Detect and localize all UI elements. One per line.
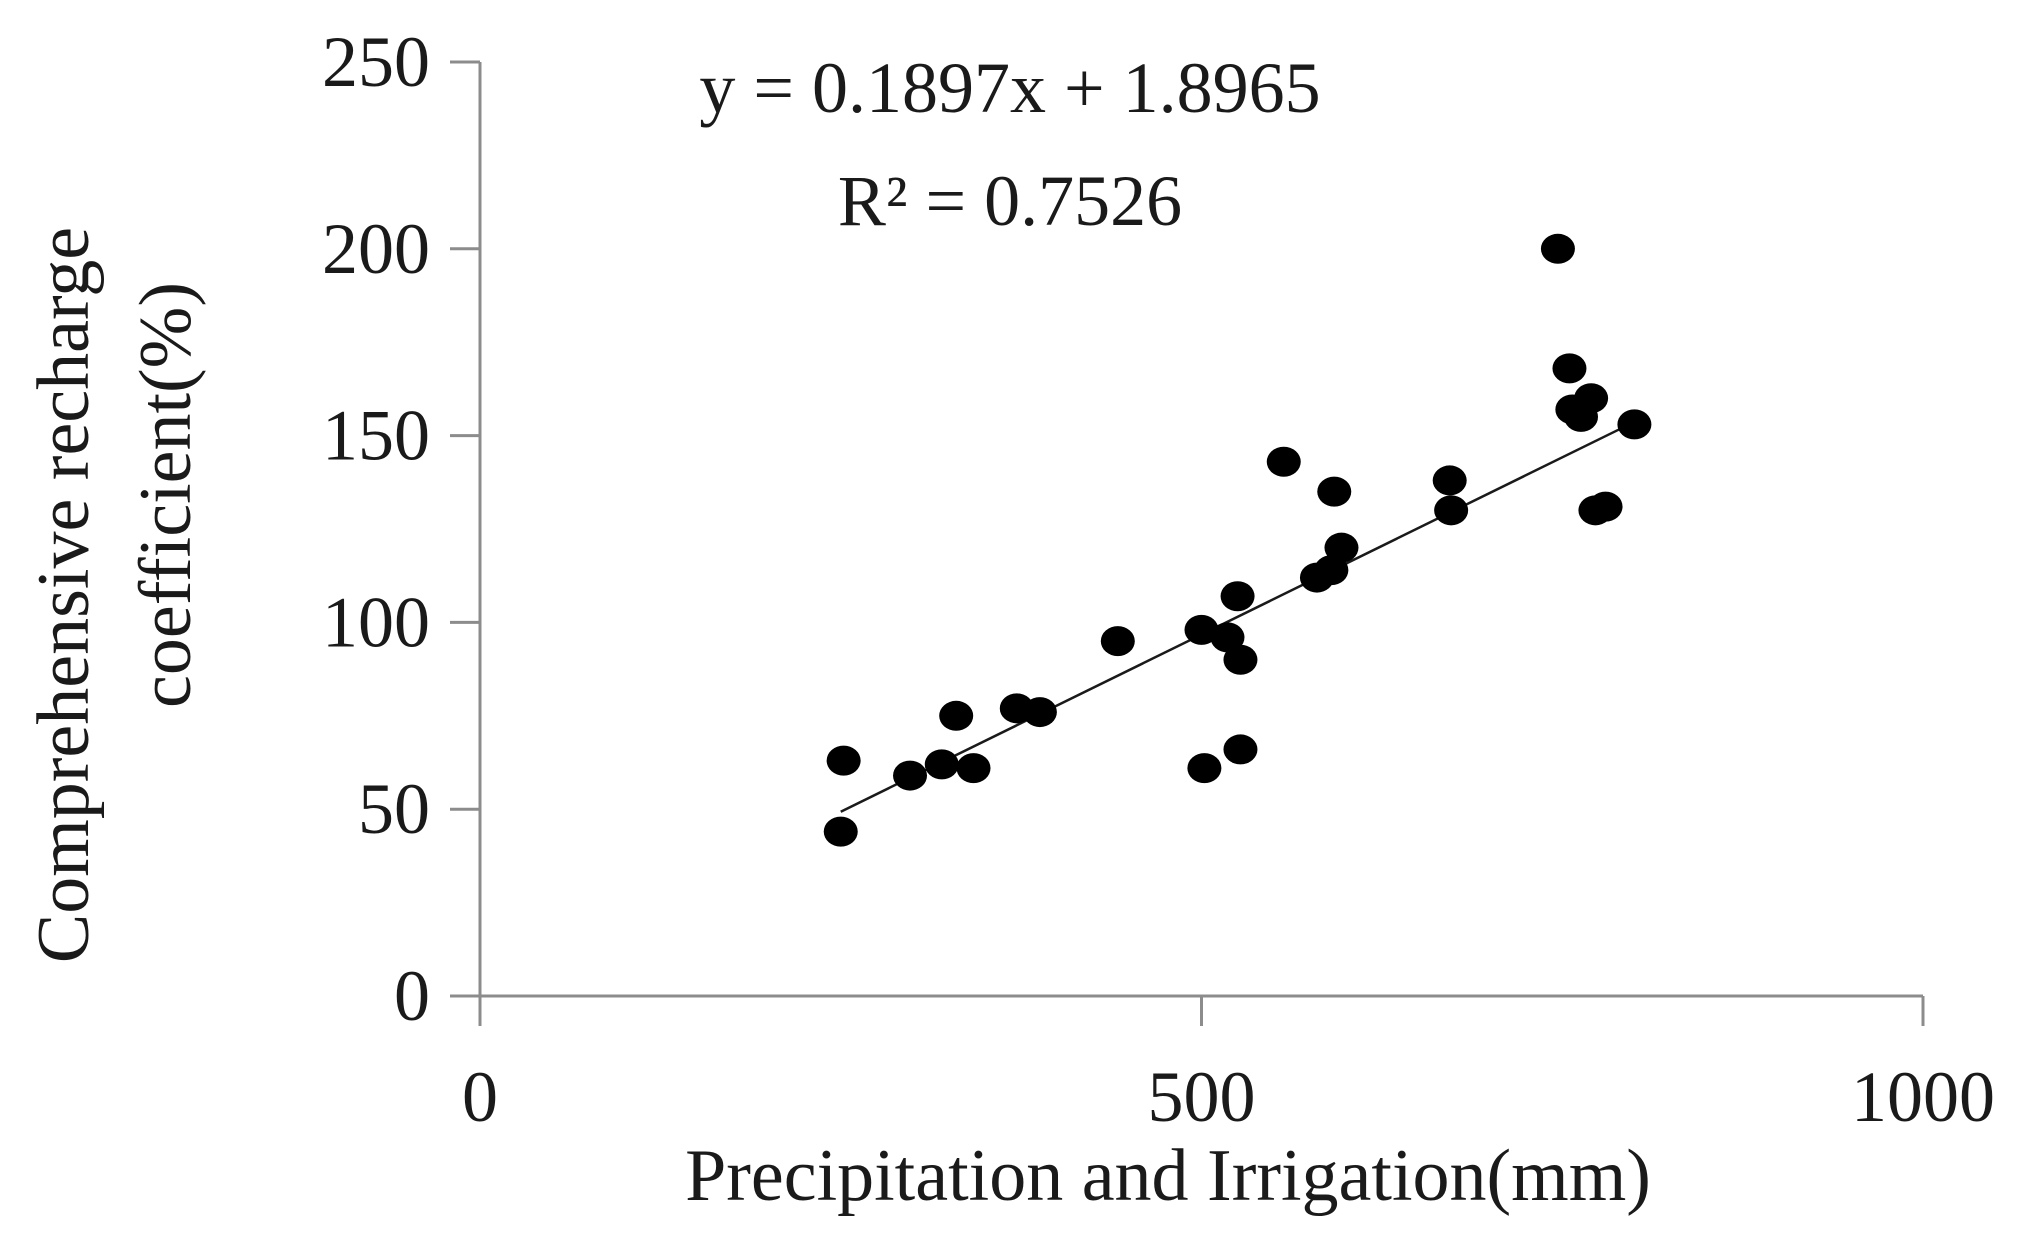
data-point bbox=[1552, 353, 1587, 384]
y-tick-label: 200 bbox=[322, 209, 430, 289]
y-axis-title-line-1: Comprehensive recharge bbox=[23, 227, 105, 963]
data-point bbox=[1220, 581, 1255, 612]
trendline-annotation: y = 0.1897x + 1.8965 R² = 0.7526 bbox=[699, 48, 1320, 241]
data-point bbox=[1434, 495, 1469, 526]
y-tick-label: 0 bbox=[394, 956, 430, 1036]
data-point bbox=[1210, 622, 1245, 653]
x-tick-label: 500 bbox=[1148, 1057, 1256, 1137]
data-point bbox=[1266, 446, 1301, 477]
x-tick-label: 0 bbox=[462, 1057, 498, 1137]
data-point bbox=[1100, 626, 1135, 657]
data-point bbox=[924, 749, 959, 780]
data-point bbox=[1574, 383, 1609, 414]
data-point bbox=[956, 753, 991, 784]
y-tick-label: 150 bbox=[322, 396, 430, 476]
y-tick-label: 250 bbox=[322, 22, 430, 102]
x-tick-label: 1000 bbox=[1851, 1057, 1995, 1137]
x-axis-title: Precipitation and Irrigation(mm) bbox=[685, 1135, 1651, 1217]
data-point bbox=[826, 745, 861, 776]
data-point bbox=[1223, 734, 1258, 765]
data-point bbox=[1588, 491, 1623, 522]
trendline-equation: y = 0.1897x + 1.8965 bbox=[699, 48, 1320, 128]
y-tick-label: 50 bbox=[358, 769, 430, 849]
data-point bbox=[1187, 753, 1222, 784]
data-point bbox=[1223, 644, 1258, 675]
data-point bbox=[1540, 233, 1575, 264]
data-point bbox=[1617, 409, 1652, 440]
data-point bbox=[1317, 476, 1352, 507]
trendline-r-squared: R² = 0.7526 bbox=[838, 161, 1182, 241]
data-point bbox=[1022, 697, 1057, 728]
trendline bbox=[840, 420, 1635, 813]
data-point bbox=[1324, 532, 1359, 563]
data-point bbox=[1184, 614, 1219, 645]
data-point bbox=[893, 760, 928, 791]
data-point bbox=[823, 816, 858, 847]
y-axis-title-line-2: coefficient(%) bbox=[125, 282, 207, 708]
y-tick-label: 100 bbox=[322, 582, 430, 662]
y-axis-title: Comprehensive recharge coefficient(%) bbox=[23, 227, 207, 963]
data-point bbox=[939, 700, 974, 731]
data-point bbox=[1432, 465, 1467, 496]
